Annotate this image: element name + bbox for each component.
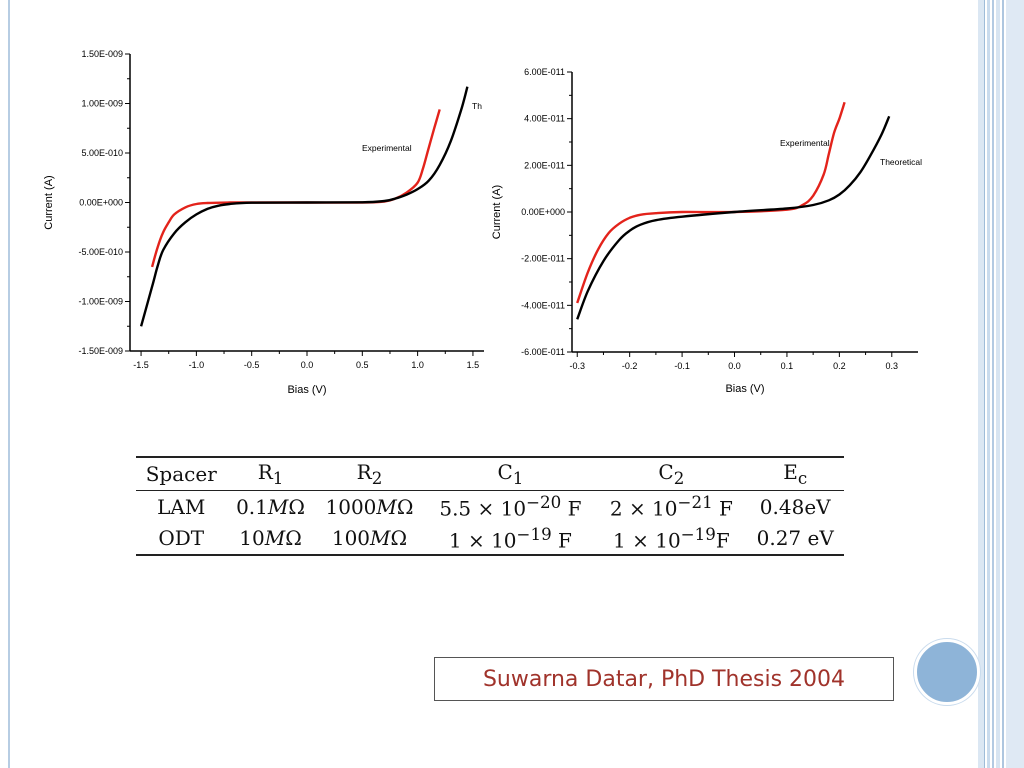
- series-label: Theoretical: [880, 157, 922, 167]
- series-line-theoretical: [576, 115, 891, 320]
- table-header-cell: Spacer: [145, 462, 217, 486]
- table-cell: ODT: [158, 526, 205, 551]
- thesis-caption: Suwarna Datar, PhD Thesis 2004: [434, 657, 894, 701]
- y-tick-label: -1.00E-009: [78, 297, 123, 307]
- parameters-table: Spacer R1 R2 C1 C2 Ec LAM 0.1MΩ 1000MΩ 5.5 × 10−…: [136, 456, 844, 556]
- iv-chart-right: 6.00E-011 4.00E-011 2.00E-011 0.00E+000 -2.0…: [491, 67, 922, 395]
- slide-right-border: [984, 0, 985, 768]
- y-tick-label: -4.00E-011: [521, 300, 565, 310]
- y-tick-label: -6.00E-011: [521, 347, 565, 357]
- slide-right-border: [996, 0, 1000, 768]
- x-tick-label: -0.2: [622, 361, 638, 371]
- x-axis-label: Bias (V): [725, 383, 764, 395]
- y-tick-label: 5.00E-010: [81, 148, 123, 158]
- series-line-experimental: [576, 101, 846, 304]
- x-tick-label: 0.0: [301, 360, 314, 370]
- slide-right-border: [1002, 0, 1004, 768]
- series-label: Th: [472, 101, 482, 111]
- table-cell: LAM: [157, 494, 206, 519]
- table-cell: 2 × 10−21 F: [609, 493, 733, 521]
- series-line-th: [139, 86, 469, 327]
- table-header-cell: R2: [356, 460, 383, 488]
- y-tick-label: 0.00E+000: [521, 207, 565, 217]
- x-tick-label: 0.3: [886, 361, 899, 371]
- x-tick-label: 0.0: [728, 361, 741, 371]
- table-cell: 5.5 × 10−20 F: [439, 493, 582, 521]
- y-tick-label: -2.00E-011: [521, 254, 565, 264]
- y-tick-label: 6.00E-011: [524, 67, 565, 77]
- table-cell: 1 × 10−19F: [613, 524, 730, 553]
- x-tick-label: 0.1: [781, 361, 794, 371]
- table-cell: 1000MΩ: [325, 494, 414, 519]
- x-tick-label: 0.2: [833, 361, 846, 371]
- x-axis-label: Bias (V): [287, 384, 326, 396]
- table-cell: 10MΩ: [239, 526, 302, 551]
- x-tick-label: 1.0: [411, 360, 424, 370]
- y-tick-label: 1.00E-009: [81, 99, 123, 109]
- slide-right-border: [1006, 0, 1024, 768]
- table-cell: 1 × 10−19 F: [448, 524, 572, 553]
- x-tick-label: -0.5: [244, 360, 260, 370]
- table-header-cell: R1: [257, 460, 284, 488]
- table-header-cell: C1: [497, 460, 524, 488]
- series-label: Experimental: [780, 138, 830, 148]
- table-cell: 100MΩ: [331, 526, 408, 551]
- table-cell: 0.48eV: [759, 494, 831, 519]
- slide-left-rule: [8, 0, 10, 768]
- y-tick-label: 4.00E-011: [524, 114, 565, 124]
- x-tick-label: 1.5: [467, 360, 480, 370]
- y-tick-label: 0.00E+000: [79, 198, 123, 208]
- iv-chart-left: 1.50E-009 1.00E-009 5.00E-010 0.00E+000 -5.0…: [43, 49, 484, 396]
- y-tick-label: -1.50E-009: [78, 346, 123, 356]
- table-row: LAM 0.1MΩ 1000MΩ 5.5 × 10−20 F 2 × 10−21 F 0.…: [136, 491, 844, 523]
- y-axis-label: Current (A): [491, 185, 503, 239]
- x-tick-label: -0.3: [569, 361, 585, 371]
- decorative-circle: [914, 639, 980, 705]
- table-header-cell: Ec: [783, 460, 808, 488]
- slide-right-border: [978, 0, 984, 768]
- series-label: Experimental: [362, 143, 412, 153]
- table-cell: 0.1MΩ: [236, 494, 305, 519]
- table-row: ODT 10MΩ 100MΩ 1 × 10−19 F 1 × 10−19F 0.27 eV: [136, 523, 844, 556]
- x-tick-label: -1.5: [133, 360, 149, 370]
- y-tick-label: -5.00E-010: [78, 247, 123, 257]
- y-axis-label: Current (A): [43, 175, 55, 229]
- x-tick-label: 0.5: [356, 360, 369, 370]
- table-cell: 0.27 eV: [756, 526, 834, 551]
- parameters-table-wrap: Spacer R1 R2 C1 C2 Ec LAM 0.1MΩ 1000MΩ 5.5 × 10−…: [136, 456, 844, 556]
- table-header-row: Spacer R1 R2 C1 C2 Ec: [136, 457, 844, 491]
- table-body: LAM 0.1MΩ 1000MΩ 5.5 × 10−20 F 2 × 10−21 F 0.…: [136, 491, 844, 556]
- y-tick-label: 1.50E-009: [81, 49, 123, 59]
- slide-right-border: [992, 0, 994, 768]
- x-tick-label: -1.0: [189, 360, 205, 370]
- caption-text: Suwarna Datar, PhD Thesis 2004: [482, 666, 846, 692]
- x-tick-label: -0.1: [674, 361, 690, 371]
- slide-right-border: [987, 0, 990, 768]
- table-header-cell: C2: [658, 460, 685, 488]
- y-tick-label: 2.00E-011: [524, 160, 565, 170]
